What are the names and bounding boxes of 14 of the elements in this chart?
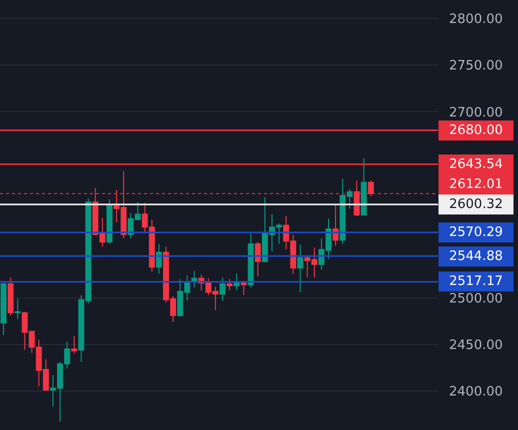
y-tick-label: 2400.00 bbox=[449, 384, 503, 400]
ref-line-label: 2612.01 bbox=[449, 177, 503, 192]
ref-line-label: 2600.32 bbox=[449, 197, 503, 212]
ref-line-label: 2544.88 bbox=[449, 249, 503, 264]
ref-line-label: 2517.17 bbox=[449, 274, 503, 289]
ref-line-label: 2570.29 bbox=[449, 225, 503, 240]
y-tick-label: 2450.00 bbox=[449, 338, 503, 353]
y-tick-label: 2700.00 bbox=[449, 105, 503, 120]
y-tick-label: 2750.00 bbox=[449, 58, 503, 74]
ref-line-label: 2680.00 bbox=[449, 123, 503, 138]
y-tick-label: 2800.00 bbox=[449, 12, 503, 28]
y-tick-label: 2500.00 bbox=[449, 291, 503, 306]
candlestick bbox=[71, 336, 78, 354]
ref-line-label: 2643.54 bbox=[449, 157, 503, 172]
